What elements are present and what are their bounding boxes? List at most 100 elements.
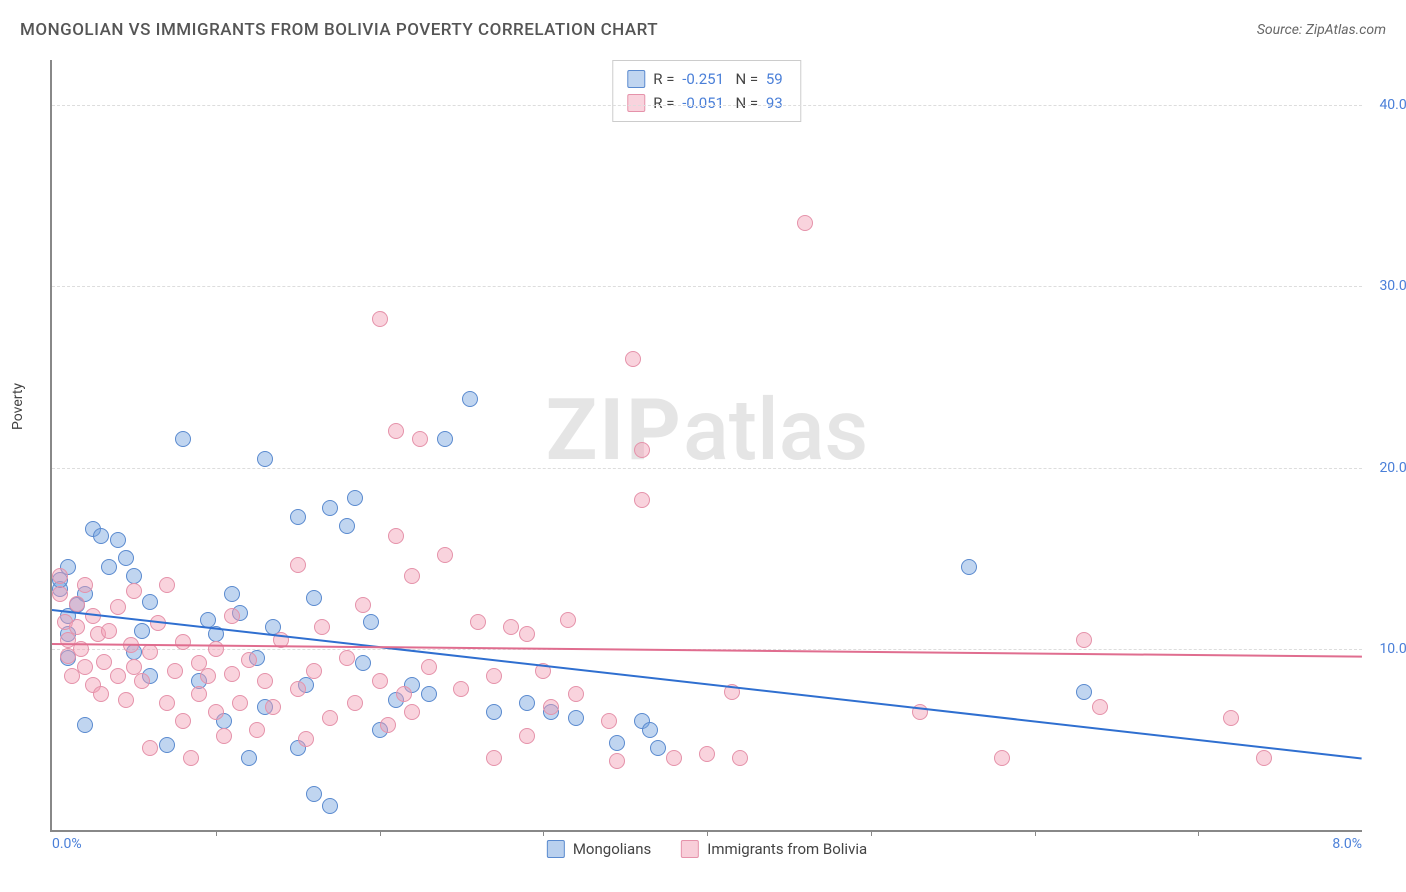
data-point (1223, 710, 1239, 726)
x-minor-tick (871, 830, 872, 836)
data-point (543, 699, 559, 715)
data-point (142, 740, 158, 756)
data-point (224, 586, 240, 602)
data-point (208, 704, 224, 720)
data-point (290, 681, 306, 697)
data-point (437, 547, 453, 563)
watermark-atlas: atlas (683, 380, 868, 480)
legend-swatch-2 (681, 840, 699, 858)
data-point (519, 626, 535, 642)
data-point (126, 583, 142, 599)
data-point (69, 619, 85, 635)
source-attribution: Source: ZipAtlas.com (1257, 22, 1386, 38)
trend-line (52, 609, 1362, 760)
data-point (175, 713, 191, 729)
data-point (175, 634, 191, 650)
data-point (1256, 750, 1272, 766)
data-point (126, 659, 142, 675)
data-point (52, 568, 68, 584)
data-point (191, 686, 207, 702)
data-point (101, 623, 117, 639)
data-point (380, 717, 396, 733)
data-point (298, 731, 314, 747)
data-point (404, 704, 420, 720)
data-point (568, 710, 584, 726)
data-point (167, 663, 183, 679)
data-point (77, 659, 93, 675)
data-point (560, 612, 576, 628)
x-minor-tick (216, 830, 217, 836)
data-point (257, 673, 273, 689)
watermark: ZIPatlas (546, 380, 869, 480)
n-value-1: 59 (766, 70, 783, 88)
gridline-h (52, 286, 1362, 287)
y-axis-label: Poverty (10, 383, 26, 430)
data-point (355, 655, 371, 671)
legend-item-1: Mongolians (547, 840, 651, 858)
x-minor-tick (707, 830, 708, 836)
data-point (93, 528, 109, 544)
data-point (388, 528, 404, 544)
data-point (69, 596, 85, 612)
data-point (183, 750, 199, 766)
legend-item-2: Immigrants from Bolivia (681, 840, 867, 858)
data-point (503, 619, 519, 635)
swatch-series-2 (627, 94, 645, 112)
gridline-h (52, 468, 1362, 469)
data-point (797, 215, 813, 231)
data-point (388, 423, 404, 439)
data-point (1092, 699, 1108, 715)
data-point (412, 431, 428, 447)
data-point (257, 451, 273, 467)
data-point (118, 692, 134, 708)
y-tick-label: 30.0% (1379, 278, 1406, 294)
data-point (306, 786, 322, 802)
data-point (232, 695, 248, 711)
data-point (355, 597, 371, 613)
data-point (650, 740, 666, 756)
data-point (453, 681, 469, 697)
data-point (421, 659, 437, 675)
x-minor-tick (1035, 830, 1036, 836)
data-point (609, 753, 625, 769)
x-minor-tick (1198, 830, 1199, 836)
data-point (142, 594, 158, 610)
x-tick-label: 8.0% (1332, 836, 1362, 852)
data-point (306, 590, 322, 606)
data-point (634, 492, 650, 508)
data-point (486, 668, 502, 684)
correlation-legend: R = -0.251 N = 59 R = -0.051 N = 93 (612, 60, 801, 122)
data-point (134, 623, 150, 639)
data-point (634, 442, 650, 458)
data-point (110, 532, 126, 548)
data-point (732, 750, 748, 766)
data-point (52, 586, 68, 602)
data-point (306, 663, 322, 679)
data-point (290, 557, 306, 573)
scatter-plot-area: ZIPatlas R = -0.251 N = 59 R = -0.051 N … (50, 60, 1362, 832)
x-minor-tick (543, 830, 544, 836)
data-point (519, 695, 535, 711)
y-tick-label: 40.0% (1379, 97, 1406, 113)
data-point (347, 490, 363, 506)
data-point (77, 577, 93, 593)
data-point (470, 614, 486, 630)
data-point (93, 686, 109, 702)
data-point (462, 391, 478, 407)
data-point (372, 311, 388, 327)
data-point (1076, 632, 1092, 648)
data-point (216, 728, 232, 744)
data-point (249, 722, 265, 738)
r-value-2: -0.051 (682, 94, 724, 112)
correlation-row-1: R = -0.251 N = 59 (627, 67, 786, 91)
y-tick-label: 20.0% (1379, 460, 1406, 476)
data-point (437, 431, 453, 447)
data-point (421, 686, 437, 702)
data-point (339, 650, 355, 666)
data-point (175, 431, 191, 447)
data-point (486, 704, 502, 720)
correlation-row-2: R = -0.051 N = 93 (627, 91, 786, 115)
x-tick-label: 0.0% (52, 836, 82, 852)
data-point (347, 695, 363, 711)
data-point (568, 686, 584, 702)
